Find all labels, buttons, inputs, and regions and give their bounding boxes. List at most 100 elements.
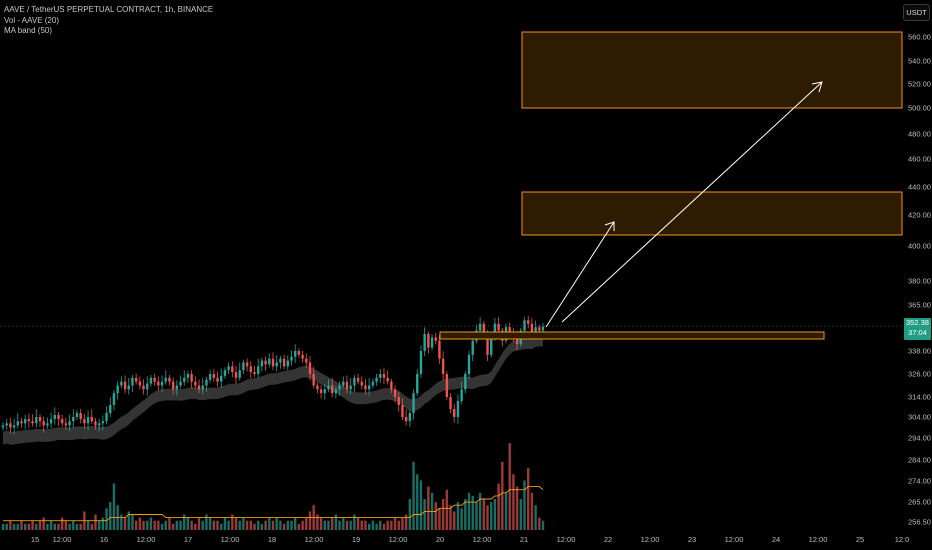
candle [445,371,449,400]
volume-bar [515,486,519,530]
price-tick: 380.00 [908,276,931,286]
volume-bar [164,520,167,530]
candle [27,413,31,429]
volume-bar [475,502,478,530]
candle [386,370,389,385]
candle [68,414,71,432]
candle [220,368,223,388]
candle [408,410,412,427]
volume-ma-line [3,486,544,522]
volume-bar [223,517,227,530]
projection-arrows[interactable] [545,81,823,328]
volume-bar [438,508,441,530]
volume-bar [482,499,486,530]
volume-bar [27,523,31,530]
volume-bar [64,520,68,530]
volume-bar [308,511,312,530]
time-tick: 12:00 [388,535,408,544]
volume-bar [97,520,101,530]
candle [35,409,38,428]
volume-bar [497,483,500,530]
time-tick: 12:00 [304,535,324,544]
candle [146,376,149,396]
candle [264,356,267,371]
candle [234,365,238,385]
volume-bar [316,514,319,530]
candle [523,316,526,335]
price-tick: 400.00 [908,241,931,251]
candle [194,376,197,389]
candle [464,371,467,394]
candle [290,350,293,366]
candle [367,378,371,396]
projection-arrow-long [561,81,823,323]
candle [242,359,245,375]
volume-bar [486,505,489,530]
symbol-title[interactable]: AAVE / TetherUS PERPETUAL CONTRACT, 1h, … [4,5,214,14]
ma-band-indicator-label[interactable]: MA band (50) [4,26,53,35]
candle [353,374,356,392]
volume-bar [508,443,511,530]
volume-bar [12,523,16,530]
volume-bar [90,523,93,530]
candle [279,355,282,369]
volume-bar [134,520,138,530]
volume-bar [534,505,537,530]
volume-bar [35,523,38,530]
target-zone-upper[interactable] [521,31,903,109]
volume-bar [342,517,345,530]
candle [86,410,90,431]
candle [471,336,474,362]
volume-bar [512,474,515,530]
candle [301,350,304,363]
candle [123,375,127,394]
candle [190,369,193,388]
time-tick: 15 [30,535,40,544]
volume-bar [364,520,367,530]
volume-bar [290,520,293,530]
volume-bar [5,523,8,530]
time-tick: 12:00 [724,535,744,544]
price-tick: 314.00 [908,392,931,402]
candle [330,378,334,398]
volume-bar [160,523,164,530]
currency-button[interactable]: USDT [903,4,930,21]
volume-bar [275,517,278,530]
candle [441,351,445,381]
volume-bar [216,520,219,530]
volume-bar [419,480,423,530]
volume-bar [153,520,156,530]
price-tick: 256.50 [908,517,931,527]
volume-bar [238,520,241,530]
candle [53,407,56,425]
volume-bar [186,517,190,530]
volume-bar [501,461,504,530]
candle [308,356,312,381]
entry-zone[interactable] [439,331,825,340]
price-tick: 440.00 [908,182,931,192]
volume-bar [371,520,375,530]
candle [186,371,190,384]
volume-bar [423,499,426,530]
target-zone-lower[interactable] [521,191,903,236]
volume-bar [471,495,474,530]
time-tick: 12:00 [808,535,828,544]
volume-bar [249,520,253,530]
time-tick: 17 [183,535,193,544]
candle [153,373,156,386]
price-tick: 420.00 [908,210,931,220]
candle [131,374,134,392]
candle [390,378,393,394]
candle [160,375,164,392]
candle [382,367,386,385]
volume-bar [101,517,105,530]
time-tick: 12:00 [220,535,240,544]
volume-bar [220,523,223,530]
volume-indicator-label[interactable]: Vol - AAVE (20) [4,15,59,25]
volume-bar [445,489,449,530]
volume-bar [353,514,356,530]
volume-bar [194,523,197,530]
volume-bar [79,523,82,530]
candle [327,379,330,393]
